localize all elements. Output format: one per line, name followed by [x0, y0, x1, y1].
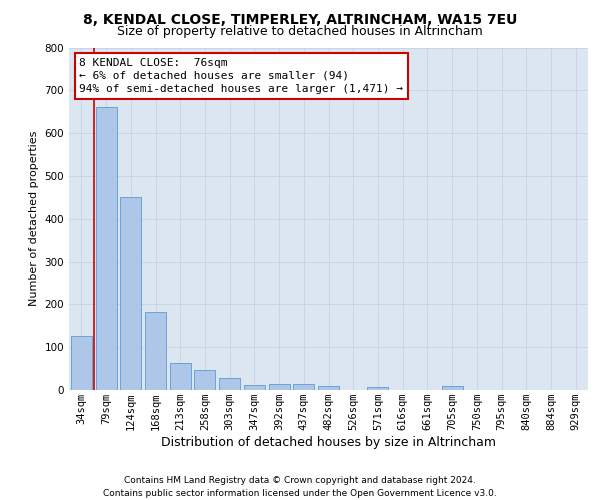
Bar — [95, 108, 116, 390]
Bar — [71, 336, 92, 390]
Bar — [170, 364, 191, 390]
X-axis label: Distribution of detached houses by size in Altrincham: Distribution of detached houses by size … — [161, 436, 496, 449]
Bar — [244, 385, 265, 390]
Text: Size of property relative to detached houses in Altrincham: Size of property relative to detached ho… — [117, 25, 483, 38]
Bar — [367, 386, 388, 390]
Bar — [293, 384, 314, 390]
Bar — [442, 386, 463, 390]
Bar — [318, 386, 339, 390]
Text: Contains HM Land Registry data © Crown copyright and database right 2024.
Contai: Contains HM Land Registry data © Crown c… — [103, 476, 497, 498]
Bar — [120, 198, 141, 390]
Text: 8, KENDAL CLOSE, TIMPERLEY, ALTRINCHAM, WA15 7EU: 8, KENDAL CLOSE, TIMPERLEY, ALTRINCHAM, … — [83, 12, 517, 26]
Bar — [269, 384, 290, 390]
Text: 8 KENDAL CLOSE:  76sqm
← 6% of detached houses are smaller (94)
94% of semi-deta: 8 KENDAL CLOSE: 76sqm ← 6% of detached h… — [79, 58, 403, 94]
Bar — [219, 378, 240, 390]
Bar — [145, 312, 166, 390]
Y-axis label: Number of detached properties: Number of detached properties — [29, 131, 39, 306]
Bar — [194, 370, 215, 390]
